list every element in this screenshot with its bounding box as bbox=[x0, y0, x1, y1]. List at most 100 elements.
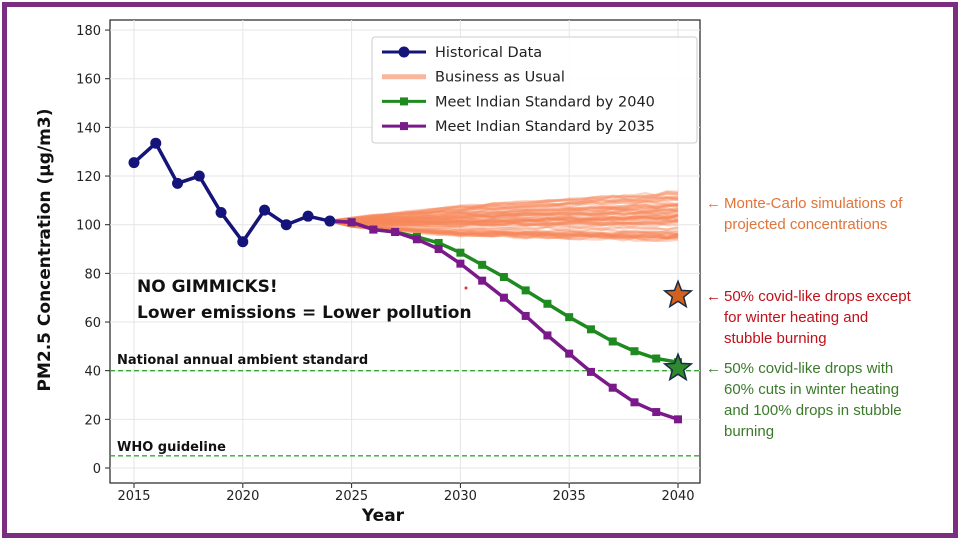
simulation-line bbox=[329, 195, 679, 223]
annotation-text: 60% cuts in winter heating bbox=[724, 381, 900, 398]
y-tick-label: 100 bbox=[76, 219, 101, 234]
simulation-line bbox=[329, 196, 679, 223]
legend-marker bbox=[400, 97, 408, 106]
data-point bbox=[434, 238, 443, 247]
simulation-line bbox=[329, 218, 679, 227]
simulation-line bbox=[329, 214, 679, 224]
simulation-line bbox=[329, 195, 679, 223]
ref-label-national: National annual ambient standard bbox=[117, 353, 368, 368]
legend-marker bbox=[398, 46, 410, 58]
star-marker-icon bbox=[662, 352, 694, 382]
data-point bbox=[521, 311, 530, 320]
data-point bbox=[456, 248, 465, 257]
data-point bbox=[215, 207, 227, 219]
simulation-line bbox=[329, 214, 679, 225]
x-tick-label: 2040 bbox=[661, 489, 694, 504]
data-point bbox=[478, 276, 487, 285]
data-point bbox=[565, 349, 574, 358]
simulation-line bbox=[329, 219, 679, 239]
data-point bbox=[412, 235, 421, 244]
simulation-line bbox=[329, 219, 679, 227]
simulation-line bbox=[329, 196, 679, 223]
left-arrow-icon: ← bbox=[706, 195, 721, 212]
stray-dot bbox=[464, 286, 468, 290]
simulation-line bbox=[329, 190, 679, 223]
simulation-line bbox=[329, 219, 679, 238]
data-point bbox=[128, 157, 140, 169]
data-point bbox=[193, 170, 205, 182]
annotation-text: stubble burning bbox=[724, 330, 827, 347]
y-tick-label: 60 bbox=[84, 316, 101, 331]
simulation-line bbox=[329, 213, 679, 224]
simulation-line bbox=[329, 214, 679, 225]
data-point bbox=[543, 331, 552, 340]
simulation-line bbox=[329, 219, 679, 228]
simulation-line bbox=[329, 203, 679, 223]
annotation-text: projected concentrations bbox=[724, 216, 888, 233]
legend-box bbox=[371, 36, 698, 144]
data-point bbox=[499, 293, 508, 302]
simulation-line bbox=[329, 219, 679, 235]
x-axis-label: Year bbox=[361, 506, 405, 526]
legend-marker bbox=[400, 122, 408, 131]
annotation-text: and 100% drops in stubble bbox=[724, 402, 902, 419]
simulation-line bbox=[329, 209, 679, 223]
simulation-line bbox=[329, 201, 679, 223]
y-tick-label: 180 bbox=[76, 24, 101, 39]
legend-label: Historical Data bbox=[435, 45, 542, 61]
simulation-line bbox=[329, 197, 679, 223]
data-point bbox=[478, 260, 487, 269]
x-tick-label: 2035 bbox=[553, 489, 586, 504]
annotation-text: burning bbox=[724, 423, 775, 440]
data-point bbox=[608, 337, 617, 346]
data-point bbox=[237, 236, 249, 248]
simulation-line bbox=[329, 219, 679, 232]
simulation-line bbox=[329, 203, 679, 223]
data-point bbox=[369, 225, 378, 234]
annotation-text: 50% covid-like drops except bbox=[724, 288, 911, 305]
simulation-line bbox=[329, 213, 679, 224]
data-point bbox=[565, 313, 574, 322]
data-point bbox=[434, 245, 443, 254]
simulation-line bbox=[329, 219, 679, 229]
data-point bbox=[652, 354, 661, 363]
simulation-line bbox=[329, 213, 679, 224]
data-point bbox=[630, 398, 639, 407]
simulation-line bbox=[329, 219, 679, 240]
data-point bbox=[499, 273, 508, 282]
legend-label: Business as Usual bbox=[435, 70, 565, 86]
data-point bbox=[302, 210, 314, 222]
simulation-line bbox=[329, 219, 679, 240]
annotation-text: for winter heating and bbox=[724, 309, 869, 326]
data-point bbox=[608, 383, 617, 392]
simulation-line bbox=[329, 190, 679, 223]
data-point bbox=[391, 227, 400, 236]
simulation-line bbox=[329, 219, 679, 236]
simulation-line bbox=[329, 209, 679, 223]
y-axis-label: PM2.5 Concentration (µg/m3) bbox=[35, 109, 55, 392]
data-point bbox=[586, 325, 595, 334]
simulation-line bbox=[329, 219, 679, 243]
y-tick-label: 80 bbox=[84, 267, 101, 282]
annotation-text: 50% covid-like drops with bbox=[724, 360, 894, 377]
data-point bbox=[150, 137, 162, 149]
simulation-line bbox=[329, 207, 679, 223]
simulation-line bbox=[329, 219, 679, 238]
x-tick-label: 2015 bbox=[117, 489, 150, 504]
data-point bbox=[259, 204, 271, 216]
simulation-line bbox=[329, 207, 679, 223]
y-tick-label: 0 bbox=[93, 462, 101, 477]
simulation-line bbox=[329, 219, 679, 228]
data-point bbox=[543, 299, 552, 308]
simulation-line bbox=[329, 216, 679, 225]
annotation-line-2: Lower emissions = Lower pollution bbox=[137, 303, 472, 323]
simulation-line bbox=[329, 204, 679, 223]
simulation-line bbox=[329, 197, 679, 223]
data-point bbox=[172, 177, 184, 189]
y-tick-label: 140 bbox=[76, 121, 101, 136]
simulation-line bbox=[329, 192, 679, 223]
simulation-line bbox=[329, 219, 679, 227]
simulation-line bbox=[329, 219, 679, 231]
